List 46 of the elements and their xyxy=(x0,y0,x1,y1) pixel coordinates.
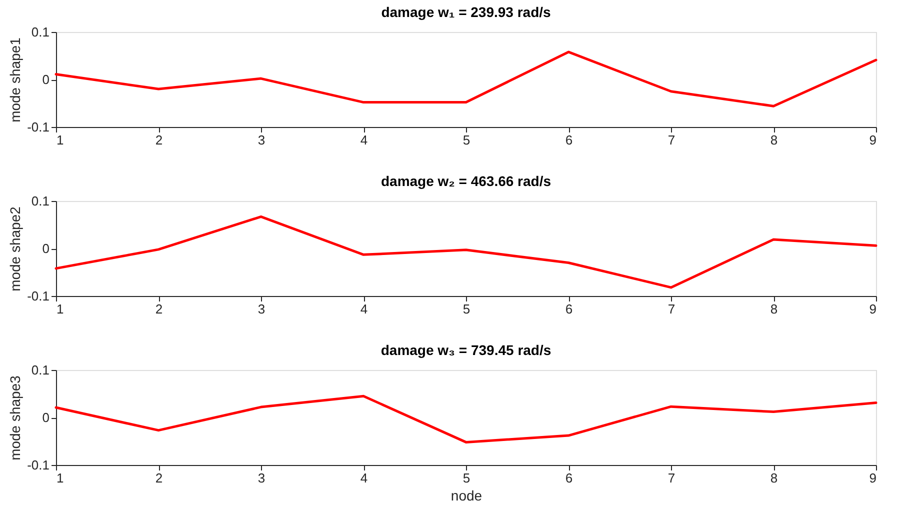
line-series xyxy=(54,215,878,289)
y-tick-label: 0 xyxy=(42,410,50,425)
y-tick-label: -0.1 xyxy=(27,288,50,304)
chart-title: damage w₂ = 463.66 rad/s xyxy=(380,173,552,189)
y-tick-label: -0.1 xyxy=(27,458,50,472)
x-tick-label: 1 xyxy=(56,302,64,316)
x-tick-label: 6 xyxy=(565,132,573,148)
x-tick-label: 9 xyxy=(869,470,876,486)
chart-title: damage w₃ = 739.45 rad/s xyxy=(380,342,552,358)
x-tick-label: 2 xyxy=(155,132,163,148)
y-tick-label: 0.1 xyxy=(31,24,50,40)
x-tick-label: 9 xyxy=(869,302,876,316)
x-tick-label: 7 xyxy=(668,302,676,316)
x-tick-label: 9 xyxy=(869,132,876,148)
x-tick-label: 4 xyxy=(360,132,368,148)
x-tick-label: 3 xyxy=(258,470,266,486)
x-tick-label: 3 xyxy=(258,302,266,316)
y-tick-label: 0 xyxy=(42,72,50,87)
line-series xyxy=(54,50,878,108)
y-tick-label: -0.1 xyxy=(27,120,50,134)
x-tick-label: 8 xyxy=(770,302,778,316)
line-series xyxy=(54,394,878,444)
x-axis-title: node xyxy=(450,488,482,504)
x-tick-label: 7 xyxy=(668,132,676,148)
y-tick-label: 0 xyxy=(42,241,50,256)
y-axis-title: mode shape1 xyxy=(7,37,24,122)
x-tick-label: 1 xyxy=(56,470,64,486)
x-tick-label: 8 xyxy=(770,132,778,148)
x-tick-label: 6 xyxy=(565,302,573,316)
x-tick-label: 6 xyxy=(565,470,573,486)
x-tick-label: 8 xyxy=(770,470,778,486)
x-tick-label: 5 xyxy=(462,302,470,316)
x-tick-label: 1 xyxy=(56,132,64,148)
y-tick-label: 0.1 xyxy=(31,194,50,208)
x-tick-label: 2 xyxy=(155,470,163,486)
x-tick-label: 4 xyxy=(360,302,368,316)
x-tick-label: 5 xyxy=(462,132,470,148)
y-tick-label: 0.1 xyxy=(31,362,50,378)
chart-title: damage w₁ = 239.93 rad/s xyxy=(381,4,552,20)
x-tick-label: 4 xyxy=(360,470,368,486)
x-tick-label: 2 xyxy=(155,302,163,316)
x-tick-label: 7 xyxy=(668,470,676,486)
y-axis-title: mode shape2 xyxy=(7,206,24,292)
y-axis-title: mode shape3 xyxy=(7,375,24,460)
x-tick-label: 3 xyxy=(258,132,266,148)
x-tick-label: 5 xyxy=(462,470,470,486)
